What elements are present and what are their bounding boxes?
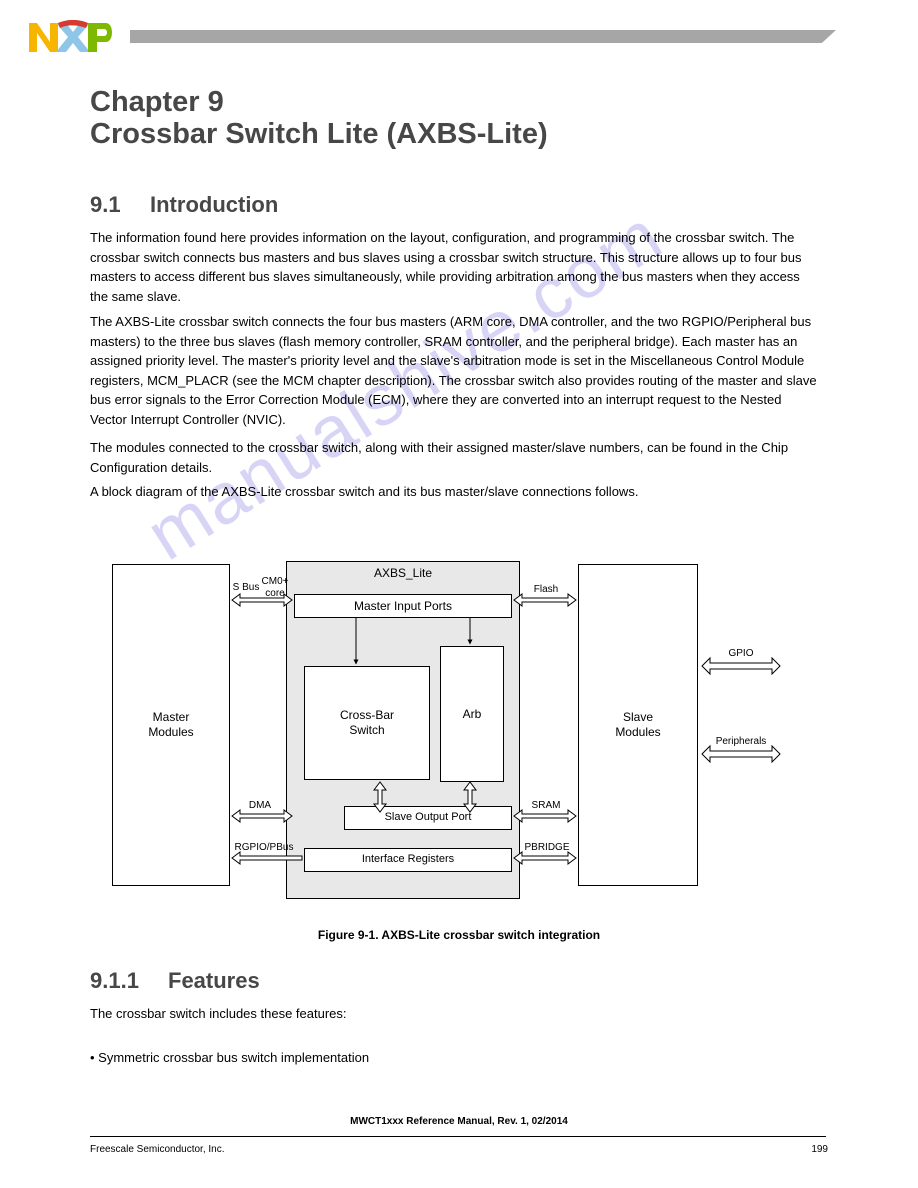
lbl-sbus: S Bus	[232, 582, 260, 594]
crossbar-line2: Switch	[349, 723, 384, 738]
section1-para3: The modules connected to the crossbar sw…	[90, 438, 820, 477]
lbl-gpio: GPIO	[706, 648, 776, 660]
lbl-pbridge: PBRIDGE	[518, 842, 576, 854]
footer-rule	[90, 1136, 826, 1137]
master-input-ports: Master Input Ports	[294, 594, 512, 618]
footer-pagenum: 199	[811, 1144, 828, 1155]
section1-number: 9.1	[90, 192, 121, 218]
section1-para1: The information found here provides info…	[90, 228, 820, 306]
section2-number: 9.1.1	[90, 968, 139, 994]
header-bar	[130, 30, 836, 43]
arb-box: Arb	[440, 646, 504, 782]
figure-caption: Figure 9-1. AXBS-Lite crossbar switch in…	[0, 928, 918, 942]
slave-modules-block: Slave Modules	[578, 564, 698, 886]
master-line1: Master	[153, 710, 190, 725]
lbl-dma: DMA	[240, 800, 280, 812]
nxp-logo	[28, 20, 114, 54]
chapter-number: Chapter 9	[90, 86, 224, 119]
interface-registers: Interface Registers	[304, 848, 512, 872]
slave-line1: Slave	[623, 710, 653, 725]
crossbar-line1: Cross-Bar	[340, 708, 394, 723]
footer-company: Freescale Semiconductor, Inc.	[90, 1144, 225, 1155]
axbs-title: AXBS_Lite	[286, 566, 520, 580]
block-diagram: Master Modules Slave Modules AXBS_Lite M…	[108, 558, 808, 918]
slave-output-port: Slave Output Port	[344, 806, 512, 830]
master-modules-block: Master Modules	[112, 564, 230, 886]
page-root: manualshive.com Chapter 9 Crossbar Switc…	[0, 0, 918, 1188]
section1-para2: The AXBS-Lite crossbar switch connects t…	[90, 312, 820, 429]
section1-para4: A block diagram of the AXBS-Lite crossba…	[90, 482, 820, 502]
footer-doc-title: MWCT1xxx Reference Manual, Rev. 1, 02/20…	[0, 1116, 918, 1127]
lbl-cm0: CM0+ core	[258, 576, 292, 599]
master-line2: Modules	[148, 725, 193, 740]
lbl-flash: Flash	[526, 584, 566, 596]
lbl-sram: SRAM	[526, 800, 566, 812]
crossbar-box: Cross-Bar Switch	[304, 666, 430, 780]
slave-line2: Modules	[615, 725, 660, 740]
chapter-title: Crossbar Switch Lite (AXBS-Lite)	[90, 118, 548, 151]
lbl-periph: Peripherals	[700, 736, 782, 748]
section2-para1: The crossbar switch includes these featu…	[90, 1004, 820, 1024]
section1-title: Introduction	[150, 192, 278, 218]
lbl-rgpio: RGPIO/PBus	[228, 842, 300, 854]
section2-title: Features	[168, 968, 260, 994]
section2-bullet1: • Symmetric crossbar bus switch implemen…	[90, 1048, 820, 1068]
